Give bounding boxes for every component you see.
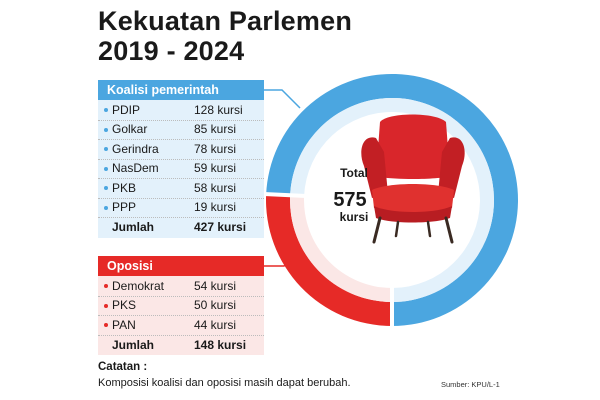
opposition-header: Oposisi: [98, 256, 264, 276]
party-name: PPP: [112, 200, 137, 214]
party-seats: 44 kursi: [194, 317, 237, 332]
armchair-wing-right: [438, 137, 465, 198]
bullet-icon: [104, 147, 108, 152]
chart-title: Kekuatan Parlemen 2019 - 2024: [98, 6, 352, 66]
armchair-leg: [444, 216, 454, 244]
total-label: Jumlah: [112, 337, 155, 352]
party-name: Golkar: [112, 122, 148, 136]
opposition-panel: Oposisi Demokrat 54 kursi PKS 50 kursi PAN 44…: [98, 256, 264, 355]
party-row: PAN 44 kursi: [98, 316, 264, 336]
party-row: Demokrat 54 kursi: [98, 277, 264, 297]
party-row: PKB 58 kursi: [98, 179, 264, 199]
total-seats: 148 kursi: [194, 337, 247, 352]
government-header: Koalisi pemerintah: [98, 80, 264, 100]
leader-lines: [264, 89, 301, 267]
bullet-icon: [104, 323, 108, 328]
party-row: PPP 19 kursi: [98, 199, 264, 218]
party-row: PKS 50 kursi: [98, 297, 264, 316]
chart-title-line2: 2019 - 2024: [98, 36, 245, 66]
source-text: Sumber: KPU/L-1: [441, 380, 500, 389]
party-seats: 50 kursi: [194, 298, 237, 312]
total-row: Jumlah 148 kursi: [98, 336, 264, 356]
donut-center-unit: kursi: [339, 210, 369, 224]
opposition-table: Demokrat 54 kursi PKS 50 kursi PAN 44 kursi Ju…: [98, 276, 264, 355]
party-row: Golkar 85 kursi: [98, 121, 264, 140]
donut-inner-opposition: [290, 195, 392, 302]
party-seats: 59 kursi: [194, 161, 237, 175]
party-seats: 58 kursi: [194, 180, 237, 195]
party-seats: 128 kursi: [194, 102, 243, 117]
bullet-icon: [104, 108, 108, 113]
total-seats: 427 kursi: [194, 220, 247, 234]
party-row: PDIP 128 kursi: [98, 101, 264, 121]
party-name: PKB: [112, 180, 137, 195]
party-name: Demokrat: [112, 278, 165, 293]
armchair-wing-left: [361, 137, 388, 198]
party-seats: 78 kursi: [194, 141, 237, 156]
party-seats: 85 kursi: [194, 122, 237, 136]
party-name: PKS: [112, 298, 137, 312]
opposition-leader-line: [264, 255, 297, 267]
total-row: Jumlah 427 kursi: [98, 218, 264, 238]
bullet-icon: [104, 186, 108, 191]
government-leader-line: [264, 89, 301, 109]
bullet-icon: [104, 127, 108, 132]
armchair-leg: [394, 220, 400, 238]
armchair-seat: [372, 184, 454, 213]
donut-center-label: Total: [340, 166, 368, 180]
chart-title-line1: Kekuatan Parlemen: [98, 6, 353, 36]
armchair-leg: [372, 216, 382, 244]
note-text: Komposisi koalisi dan oposisi masih dapa…: [98, 377, 351, 389]
total-label: Jumlah: [112, 220, 155, 234]
party-seats: 19 kursi: [194, 200, 237, 214]
party-name: NasDem: [112, 161, 159, 175]
party-name: PAN: [112, 317, 136, 332]
bullet-icon: [104, 166, 108, 171]
note-title: Catatan :: [98, 361, 148, 373]
party-seats: 54 kursi: [194, 278, 237, 293]
government-panel: Koalisi pemerintah PDIP 128 kursi Golkar 85…: [98, 80, 264, 238]
party-name: Gerindra: [112, 141, 159, 156]
party-row: NasDem 59 kursi: [98, 160, 264, 179]
party-name: PDIP: [112, 102, 141, 117]
bullet-icon: [104, 205, 108, 210]
armchair-back: [376, 114, 450, 179]
armchair-leg: [426, 220, 432, 238]
government-table: PDIP 128 kursi Golkar 85 kursi Gerindra 78 ku…: [98, 100, 264, 238]
donut-center-value: 575: [333, 189, 367, 211]
donut-separator: [264, 192, 307, 199]
party-row: Gerindra 78 kursi: [98, 140, 264, 160]
armchair-front: [374, 206, 452, 223]
bullet-icon: [104, 284, 108, 289]
bullet-icon: [104, 303, 108, 308]
armchair-icon: [361, 114, 465, 244]
